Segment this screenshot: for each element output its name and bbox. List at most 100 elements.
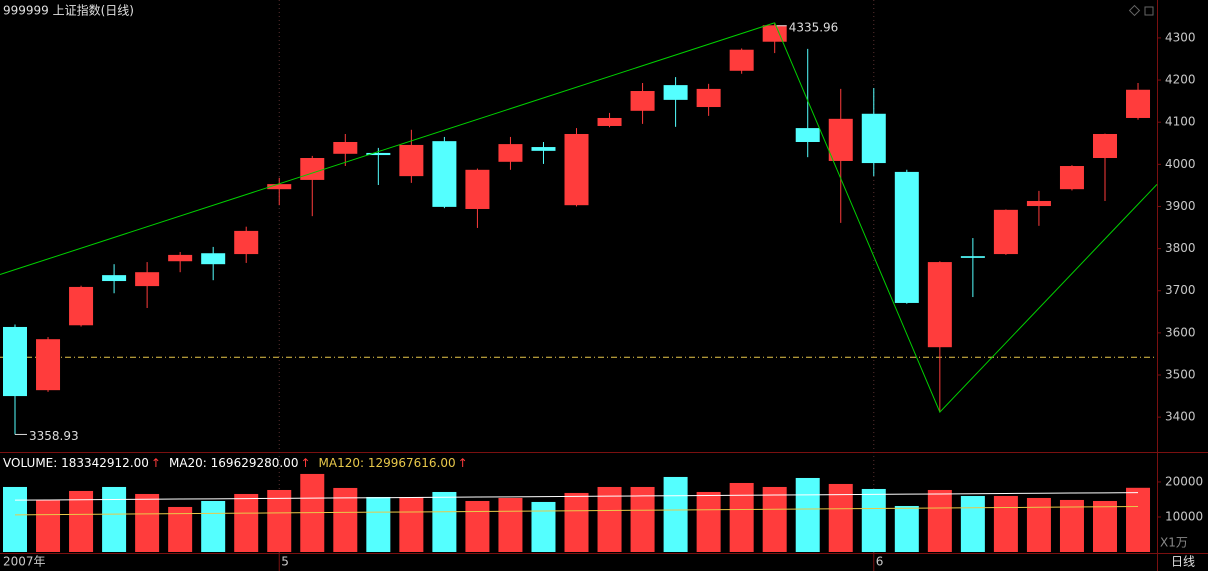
header-value: VOLUME: 183342912.00 xyxy=(3,456,149,470)
y-tick-label: 3800 xyxy=(1165,241,1196,255)
header-value: MA120: 129967616.00 xyxy=(319,456,456,470)
y-tick-label: 3600 xyxy=(1165,325,1196,339)
volume-bar xyxy=(531,501,556,552)
volume-bar xyxy=(201,500,226,552)
y-tick-label: 10000 xyxy=(1165,509,1203,523)
candle-body xyxy=(696,88,721,108)
x-tick-label: 2007年 xyxy=(3,555,46,569)
trendline xyxy=(774,22,1106,413)
y-tick-label: 4100 xyxy=(1165,115,1196,129)
header-arrow: ↑ xyxy=(300,456,310,470)
y-tick-label: 4000 xyxy=(1165,157,1196,171)
candle-body xyxy=(168,254,193,262)
volume-bar xyxy=(333,487,358,552)
candle-body xyxy=(300,158,325,180)
candle-body xyxy=(663,85,688,100)
volume-bar xyxy=(927,489,952,552)
header-value: MA20: 169629280.00 xyxy=(169,456,299,470)
volume-bar xyxy=(36,499,61,552)
candle-body xyxy=(36,339,61,391)
candle-body xyxy=(267,184,292,190)
volume-ma-line xyxy=(14,505,1139,516)
candle-body xyxy=(498,144,523,162)
candle-body xyxy=(3,326,27,397)
volume-bar xyxy=(564,492,589,552)
volume-bar xyxy=(795,477,820,552)
volume-bar xyxy=(3,486,27,552)
candle-body xyxy=(597,117,622,126)
volume-bar xyxy=(432,491,457,552)
y-tick-label: 3500 xyxy=(1165,368,1196,382)
candle-body xyxy=(201,253,226,265)
y-tick-label: 3400 xyxy=(1165,410,1196,424)
volume-bar xyxy=(69,490,94,552)
candle-body xyxy=(1026,200,1051,207)
y-tick-label: 4200 xyxy=(1165,73,1196,87)
candle-body xyxy=(828,118,853,161)
candle-body xyxy=(861,113,886,164)
candle-body xyxy=(762,25,787,42)
chart-title: 999999 上证指数(日线) xyxy=(3,3,134,18)
trendline-extension xyxy=(0,269,16,276)
volume-bar xyxy=(597,486,622,552)
volume-bar xyxy=(168,506,193,552)
volume-bar xyxy=(399,496,424,552)
volume-bar xyxy=(498,497,523,552)
volume-bar xyxy=(861,488,886,552)
volume-bar xyxy=(465,500,490,552)
trendline-extension xyxy=(1104,184,1158,240)
y-tick-label: 4300 xyxy=(1165,30,1196,44)
candle-body xyxy=(564,133,589,206)
volume-bar xyxy=(663,476,688,552)
candle-body xyxy=(69,286,94,326)
period-label: 日线 xyxy=(1171,555,1195,569)
icon xyxy=(1128,4,1141,17)
volume-unit: X1万 xyxy=(1160,536,1188,550)
y-tick-label: 3900 xyxy=(1165,199,1196,213)
candle-body xyxy=(894,171,919,303)
volume-bar xyxy=(993,495,1018,552)
volume-bar xyxy=(102,486,127,552)
candle-body xyxy=(366,152,391,156)
candle-body xyxy=(102,275,127,282)
icon xyxy=(1144,6,1154,16)
candle-body xyxy=(1092,133,1117,159)
candle-body xyxy=(333,141,358,154)
volume-bar xyxy=(762,486,787,552)
candle-body xyxy=(960,256,985,258)
trendline xyxy=(14,22,775,271)
volume-bar xyxy=(366,496,391,552)
candle-body xyxy=(630,91,655,111)
volume-bar xyxy=(894,505,919,552)
volume-bar xyxy=(234,493,259,552)
low-annotation: 3358.93 xyxy=(29,429,79,443)
window-icons xyxy=(1128,4,1154,17)
volume-bar xyxy=(1026,497,1051,552)
volume-header: VOLUME: 183342912.00 ↑ MA20: 169629280.00 ↑… xyxy=(3,456,468,470)
candle-body xyxy=(432,141,457,207)
volume-bar xyxy=(1059,499,1084,552)
candle-body xyxy=(135,272,160,287)
volume-bar xyxy=(630,486,655,552)
high-annotation: 4335.96 xyxy=(789,20,839,34)
x-tick-label: 5 xyxy=(281,555,289,569)
candle-body xyxy=(234,230,259,255)
y-tick-label: 3700 xyxy=(1165,283,1196,297)
volume-bar xyxy=(729,482,754,552)
candle-body xyxy=(795,128,820,142)
header-arrow: ↑ xyxy=(151,456,161,470)
candle-body xyxy=(993,209,1018,255)
y-tick-label: 20000 xyxy=(1165,474,1203,488)
candle-body xyxy=(729,49,754,71)
volume-ma-line xyxy=(14,492,1139,501)
volume-bar xyxy=(267,489,292,552)
x-tick-label: 6 xyxy=(876,555,884,569)
candle-body xyxy=(1126,89,1151,118)
volume-bar xyxy=(135,493,160,552)
candle-body xyxy=(531,147,556,151)
volume-bar xyxy=(960,495,985,552)
header-arrow: ↑ xyxy=(458,456,468,470)
